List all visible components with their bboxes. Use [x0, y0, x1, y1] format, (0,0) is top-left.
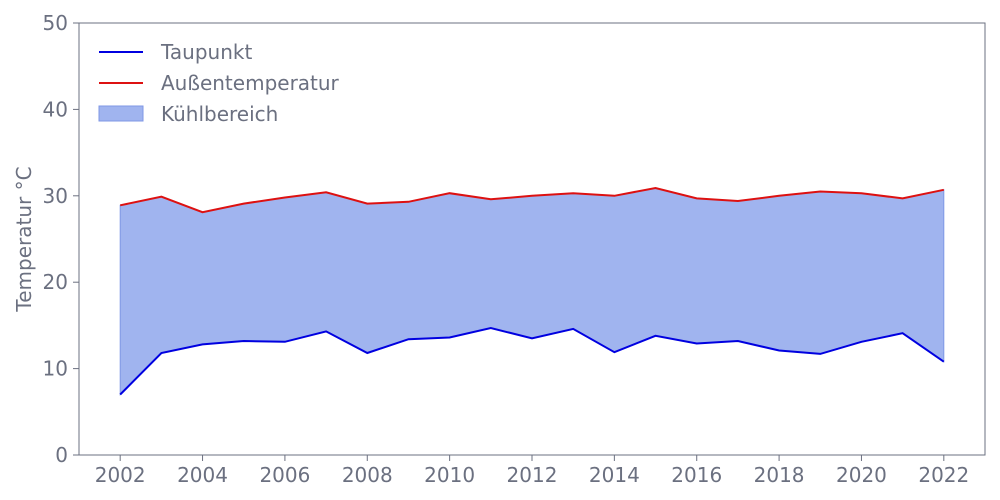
data-point-aussentemperatur — [448, 191, 452, 195]
data-point-taupunkt — [201, 342, 205, 346]
data-point-taupunkt — [365, 351, 369, 355]
series-line-taupunkt — [119, 326, 945, 396]
data-point-taupunkt — [818, 352, 822, 356]
data-point-aussentemperatur — [901, 196, 905, 200]
legend-label-taupunkt: Taupunkt — [160, 40, 252, 64]
data-point-taupunkt — [654, 334, 658, 338]
y-tick-label: 20 — [43, 270, 68, 294]
data-point-aussentemperatur — [818, 189, 822, 193]
data-point-taupunkt — [777, 348, 781, 352]
data-point-aussentemperatur — [654, 186, 658, 190]
y-tick-label: 10 — [43, 357, 68, 381]
data-point-taupunkt — [736, 339, 740, 343]
data-point-taupunkt — [530, 336, 534, 340]
data-point-aussentemperatur — [530, 194, 534, 198]
legend-label-aussentemperatur: Außentemperatur — [161, 71, 340, 95]
y-axis-title: Temperatur °C — [12, 166, 36, 312]
data-point-taupunkt — [612, 350, 616, 354]
data-point-aussentemperatur — [324, 190, 328, 194]
x-tick-label: 2012 — [507, 463, 558, 487]
data-point-taupunkt — [489, 326, 493, 330]
x-tick-label: 2002 — [95, 463, 146, 487]
data-point-taupunkt — [283, 340, 287, 344]
data-point-taupunkt — [242, 339, 246, 343]
data-point-taupunkt — [942, 360, 946, 364]
data-point-aussentemperatur — [571, 191, 575, 195]
legend: Taupunkt Außentemperatur Kühlbereich — [98, 40, 340, 126]
data-point-taupunkt — [324, 329, 328, 333]
y-axis: 0 10 20 30 40 50 — [43, 11, 79, 467]
x-tick-label: 2018 — [754, 463, 805, 487]
y-tick-label: 30 — [43, 184, 68, 208]
x-tick-label: 2010 — [424, 463, 475, 487]
x-tick-label: 2016 — [671, 463, 722, 487]
data-point-aussentemperatur — [201, 210, 205, 214]
data-point-taupunkt — [159, 351, 163, 355]
data-point-taupunkt — [901, 331, 905, 335]
x-tick-label: 2008 — [342, 463, 393, 487]
data-point-aussentemperatur — [118, 203, 122, 207]
data-point-aussentemperatur — [406, 200, 410, 204]
x-axis: 2002 2004 2006 2008 2010 2012 2014 2016 2018 2020… — [95, 455, 969, 487]
data-point-aussentemperatur — [612, 194, 616, 198]
y-tick-label: 40 — [43, 97, 68, 121]
x-tick-label: 2020 — [836, 463, 887, 487]
data-point-aussentemperatur — [365, 202, 369, 206]
y-tick-label: 0 — [55, 443, 68, 467]
data-point-aussentemperatur — [283, 196, 287, 200]
x-tick-label: 2006 — [259, 463, 310, 487]
data-point-aussentemperatur — [695, 196, 699, 200]
series-line-aussentemperatur — [119, 186, 945, 214]
data-point-taupunkt — [571, 327, 575, 331]
fill-area-kuehlbereich — [119, 187, 945, 396]
data-point-aussentemperatur — [159, 195, 163, 199]
data-point-aussentemperatur — [242, 202, 246, 206]
data-point-aussentemperatur — [489, 197, 493, 201]
x-tick-label: 2022 — [918, 463, 969, 487]
data-point-taupunkt — [695, 342, 699, 346]
data-point-taupunkt — [406, 337, 410, 341]
data-point-aussentemperatur — [736, 199, 740, 203]
x-tick-label: 2004 — [177, 463, 228, 487]
data-point-aussentemperatur — [777, 194, 781, 198]
data-point-aussentemperatur — [859, 191, 863, 195]
data-point-taupunkt — [448, 335, 452, 339]
legend-swatch-kuehlbereich — [98, 105, 144, 122]
data-point-aussentemperatur — [942, 188, 946, 192]
y-tick-label: 50 — [43, 11, 68, 35]
x-tick-label: 2014 — [589, 463, 640, 487]
data-point-taupunkt — [118, 393, 122, 397]
data-point-taupunkt — [859, 340, 863, 344]
legend-label-kuehlbereich: Kühlbereich — [161, 102, 278, 126]
